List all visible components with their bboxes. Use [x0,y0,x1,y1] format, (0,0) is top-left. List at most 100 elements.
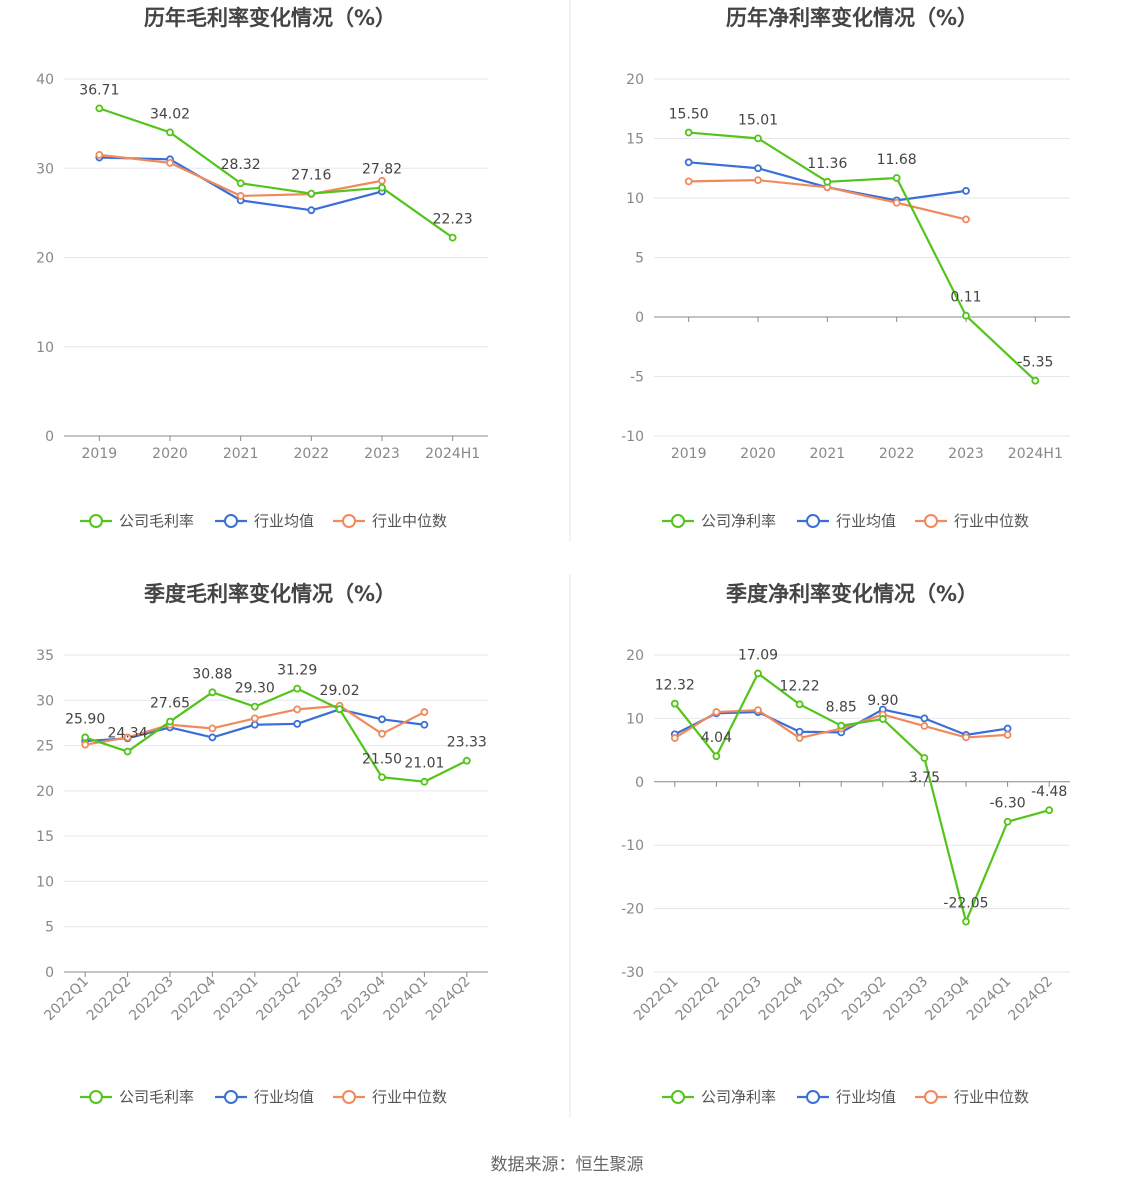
data-point[interactable] [962,733,970,742]
data-point[interactable] [166,128,174,137]
data-point[interactable] [795,700,804,709]
legend-item-company[interactable]: 公司毛利率 [80,1088,194,1106]
data-point[interactable] [754,706,762,715]
data-point[interactable] [754,164,762,173]
data-point[interactable] [95,150,104,159]
data-point[interactable] [823,177,832,186]
data-point[interactable] [795,727,804,736]
legend-item-industry_avg[interactable]: 行业均值 [797,512,896,530]
y-tick-label: 20 [36,251,54,267]
x-tick-label: 2022Q3 [126,974,177,1025]
x-tick-label: 2022Q1 [631,974,682,1025]
data-label: 11.68 [877,152,917,168]
data-point[interactable] [920,714,929,723]
y-tick-label: -20 [621,902,644,918]
data-point[interactable] [123,747,132,756]
data-point[interactable] [307,206,316,215]
legend-item-industry_avg[interactable]: 行业均值 [215,512,314,530]
data-point[interactable] [208,724,217,733]
series-line [673,672,1050,923]
legend-item-industry_avg[interactable]: 行业均值 [215,1088,314,1106]
legend-item-industry_avg[interactable]: 行业均值 [797,1088,896,1106]
data-point[interactable] [293,684,302,693]
data-point[interactable] [293,705,302,714]
data-point[interactable] [670,699,679,708]
data-point[interactable] [670,734,679,742]
legend-marker-icon [671,514,685,528]
legend-item-company[interactable]: 公司净利率 [662,512,776,530]
data-point[interactable] [754,134,762,143]
data-point[interactable] [684,158,693,167]
data-point[interactable] [754,669,762,678]
legend-item-company[interactable]: 公司净利率 [662,1088,776,1106]
data-point[interactable] [250,720,259,729]
data-point[interactable] [208,733,217,742]
data-label: 11.36 [807,156,847,172]
data-point[interactable] [378,183,386,192]
data-point[interactable] [95,104,104,113]
x-tick-label: 2023Q2 [839,974,890,1025]
data-point[interactable] [250,702,259,711]
data-point[interactable] [1031,376,1040,385]
data-point[interactable] [920,722,929,730]
data-point[interactable] [462,756,471,765]
chart-panel-2: 历年净利率变化情况（%） -10 -5 0 5 10 15 20 2019 2020 2021 202… [621,6,1070,530]
data-point[interactable] [420,777,429,786]
data-point[interactable] [378,729,386,738]
data-label: 4.04 [701,730,732,746]
legend-item-industry_median[interactable]: 行业中位数 [915,1088,1029,1106]
data-point[interactable] [166,158,174,167]
data-label: 15.01 [738,112,778,128]
data-point[interactable] [684,128,693,137]
legend-item-industry_median[interactable]: 行业中位数 [915,512,1029,530]
data-label: 34.02 [150,106,190,122]
data-point[interactable] [712,752,721,761]
data-point[interactable] [684,177,693,186]
data-point[interactable] [892,174,901,182]
legend-item-industry_median[interactable]: 行业中位数 [333,512,447,530]
series-line [688,131,1037,382]
data-point[interactable] [962,186,970,195]
data-point[interactable] [962,917,970,926]
data-point[interactable] [236,192,245,200]
data-point[interactable] [837,721,846,730]
data-point[interactable] [795,734,804,742]
data-point[interactable] [448,233,457,242]
legend: 公司净利率 行业均值 行业中位数 [662,512,1029,530]
data-point[interactable] [81,740,90,749]
data-point[interactable] [420,708,429,716]
data-label: 21.01 [404,756,444,772]
data-point[interactable] [962,311,970,320]
data-point[interactable] [378,176,386,185]
data-point[interactable] [754,176,762,185]
legend-item-industry_median[interactable]: 行业中位数 [333,1088,447,1106]
data-point[interactable] [1003,730,1012,739]
data-point[interactable] [378,715,386,724]
data-point[interactable] [293,719,302,728]
data-point[interactable] [1003,817,1012,826]
x-tick-label: 2023Q1 [211,974,262,1025]
data-point[interactable] [712,708,721,716]
data-point[interactable] [335,705,344,714]
data-point[interactable] [878,715,887,723]
data-point[interactable] [250,714,259,723]
data-point[interactable] [236,179,245,188]
data-point[interactable] [123,733,132,742]
legend-item-company[interactable]: 公司毛利率 [80,512,194,530]
data-point[interactable] [166,717,174,726]
data-point[interactable] [420,720,429,729]
data-point[interactable] [892,198,901,207]
data-point[interactable] [378,773,386,782]
data-point[interactable] [962,215,970,224]
data-point[interactable] [1003,724,1012,733]
data-point[interactable] [920,754,929,762]
x-tick-label: 2022Q4 [169,973,220,1024]
chart-title: 历年毛利率变化情况（%） [144,6,396,30]
x-tick-label: 2023Q3 [881,974,932,1025]
data-point[interactable] [307,189,316,198]
y-tick-label: 0 [45,965,54,981]
data-point[interactable] [81,733,90,742]
x-tick-label: 2022Q3 [714,974,765,1025]
data-point[interactable] [1045,806,1054,815]
data-point[interactable] [208,688,217,697]
